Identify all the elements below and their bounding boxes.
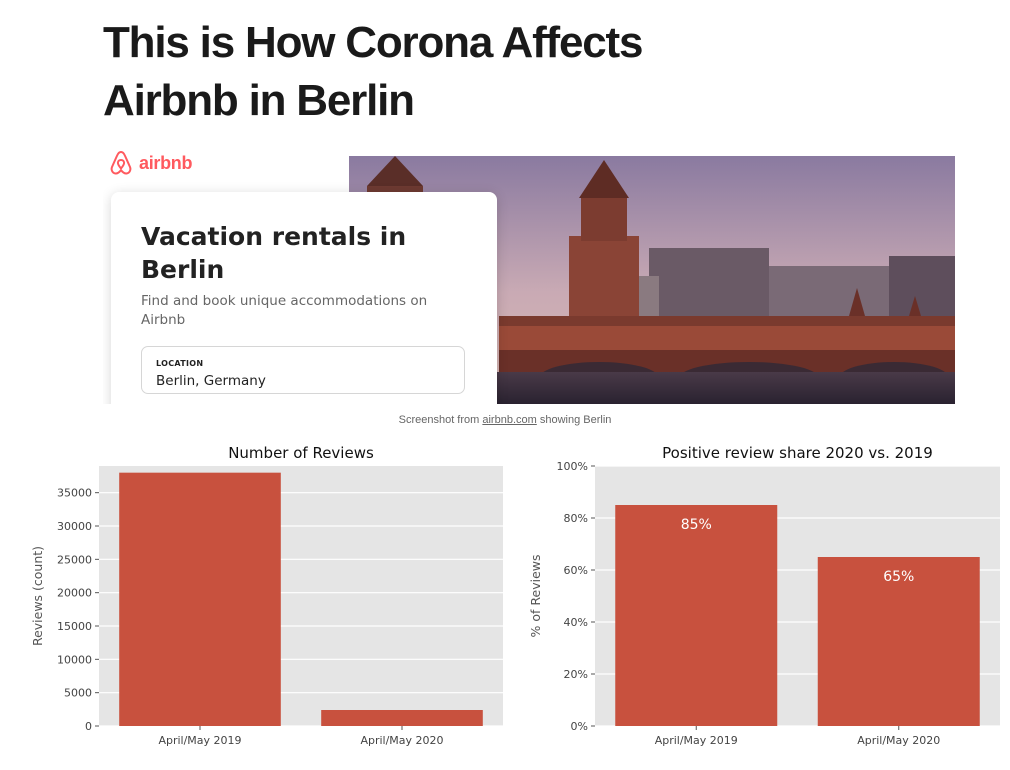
card-subtitle-line1: Find and book unique accommodations on (141, 293, 428, 309)
positive-share-chart-svg: 0% 20% 40% 60% 80% 100% April/May 2019 85% April… (528, 444, 1000, 747)
y-tick-label: 60% (564, 564, 588, 577)
data-label: 85% (681, 517, 712, 533)
article-title-line2: Airbnb in Berlin (103, 76, 415, 125)
screenshot-caption: Screenshot from airbnb.com showing Berli… (0, 414, 1010, 426)
card-title: Vacation rentals in Berlin (141, 220, 461, 286)
location-label: LOCATION (156, 359, 204, 368)
card-title-line2: Berlin (141, 255, 225, 284)
y-tick-label: 0% (571, 720, 588, 733)
x-tick-label: April/May 2019 (158, 734, 241, 747)
data-label: 65% (883, 569, 914, 585)
y-tick-label: 20% (564, 668, 588, 681)
y-tick-label: 40% (564, 616, 588, 629)
x-tick-label: April/May 2020 (857, 734, 940, 747)
y-axis-label: % of Reviews (528, 555, 543, 638)
bar (615, 505, 778, 726)
caption-link[interactable]: airbnb.com (482, 414, 537, 426)
article-title: This is How Corona Affects Airbnb in Ber… (103, 14, 803, 130)
caption-suffix: showing Berlin (536, 414, 612, 426)
y-tick-label: 20000 (57, 587, 92, 600)
airbnb-belo-logo-icon (110, 151, 132, 175)
reviews-count-chart: 0 5000 10000 15000 20000 25000 30000 35000 April… (0, 438, 505, 768)
x-tick-label: April/May 2019 (655, 734, 738, 747)
card-subtitle-line2: Airbnb (141, 312, 186, 328)
bar (321, 710, 483, 726)
x-tick-label: April/May 2020 (360, 734, 443, 747)
y-tick-label: 15000 (57, 620, 92, 633)
y-axis-label: Reviews (count) (30, 546, 45, 646)
y-tick-label: 0 (85, 720, 92, 733)
bar (817, 557, 980, 726)
airbnb-screenshot: airbnb (103, 144, 955, 404)
bar (119, 472, 281, 726)
y-tick-label: 10000 (57, 653, 92, 666)
airbnb-logo: airbnb (109, 150, 193, 176)
y-tick-label: 25000 (57, 553, 92, 566)
y-tick-label: 80% (564, 512, 588, 525)
berlin-bridge-photo (349, 156, 955, 404)
airbnb-logo-text: airbnb (139, 152, 193, 173)
location-value: Berlin, Germany (156, 373, 266, 389)
chart-title: Positive review share 2020 vs. 2019 (662, 444, 933, 462)
y-tick-label: 30000 (57, 520, 92, 533)
y-tick-label: 35000 (57, 487, 92, 500)
card-title-line1: Vacation rentals in (141, 222, 407, 251)
y-tick-label: 5000 (64, 687, 92, 700)
reviews-count-chart-svg: 0 5000 10000 15000 20000 25000 30000 35000 April… (30, 444, 503, 747)
search-card: Vacation rentals in Berlin Find and book… (111, 192, 497, 404)
positive-share-chart: 0% 20% 40% 60% 80% 100% April/May 2019 85% April… (505, 438, 1010, 768)
chart-title: Number of Reviews (228, 444, 374, 462)
article-title-line1: This is How Corona Affects (103, 18, 643, 67)
y-tick-label: 100% (557, 460, 588, 473)
location-input[interactable]: LOCATION Berlin, Germany (141, 346, 465, 394)
caption-prefix: Screenshot from (398, 414, 483, 426)
card-subtitle: Find and book unique accommodations on A… (141, 292, 461, 330)
